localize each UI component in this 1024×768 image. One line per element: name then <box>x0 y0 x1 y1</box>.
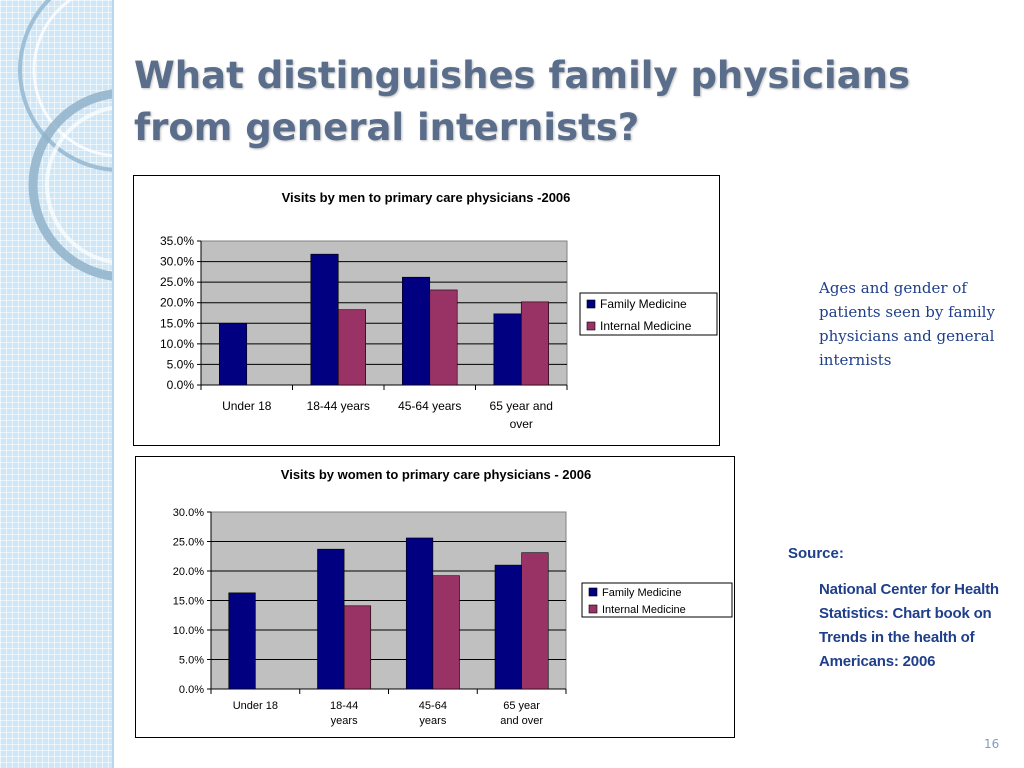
men-bar-family-medicine <box>219 322 248 386</box>
men-y-tick-label: 10.0% <box>160 337 194 351</box>
men-y-tick-label: 20.0% <box>160 296 194 310</box>
men-category-label: Under 18 <box>222 399 272 413</box>
women-y-tick-label: 15.0% <box>173 596 204 608</box>
women-legend-swatch <box>588 604 598 614</box>
women-bar-family-medicine <box>405 537 434 690</box>
women-chart-title: Visits by women to primary care physicia… <box>281 467 591 482</box>
women-y-tick-label: 25.0% <box>173 537 204 549</box>
decorative-ring-graphic <box>18 0 112 281</box>
women-bar-internal-medicine <box>521 552 549 690</box>
men-legend <box>579 292 718 336</box>
women-legend-swatch <box>588 587 598 597</box>
women-bar-family-medicine <box>317 548 345 690</box>
men-y-tick-label: 25.0% <box>160 275 194 289</box>
women-category-label: 45-64 <box>419 700 447 712</box>
men-y-tick-label: 35.0% <box>160 234 194 248</box>
women-visits-chart-svg: Visits by women to primary care physicia… <box>173 467 733 727</box>
men-y-tick-label: 5.0% <box>167 357 195 371</box>
women-legend-label: Family Medicine <box>602 587 681 599</box>
men-legend-swatch <box>586 299 596 309</box>
men-category-label: over <box>510 417 533 431</box>
men-category-label: 18-44 years <box>307 399 370 413</box>
side-band-edge <box>112 0 114 768</box>
women-category-label: years <box>419 715 446 727</box>
slide-title: What distinguishes family physicians fro… <box>134 54 911 149</box>
men-bar-family-medicine <box>401 276 431 386</box>
women-bar-internal-medicine <box>343 605 372 690</box>
women-category-label: 65 year <box>503 700 540 712</box>
women-category-label: 18-44 <box>330 700 358 712</box>
page-number: 16 <box>984 737 1000 751</box>
chart-description: Ages and gender of patients seen by fami… <box>819 279 995 369</box>
women-category-label: and over <box>500 715 543 727</box>
women-bar-family-medicine <box>494 564 522 690</box>
men-y-tick-label: 0.0% <box>167 378 195 392</box>
men-bar-internal-medicine <box>337 309 367 386</box>
women-bar-internal-medicine <box>432 575 460 690</box>
men-y-tick-label: 30.0% <box>160 255 194 269</box>
decorative-side-band <box>0 0 112 768</box>
women-category-label: Under 18 <box>233 700 278 712</box>
source-citation: National Center for Health Statistics: C… <box>819 581 999 670</box>
women-y-tick-label: 0.0% <box>179 684 204 696</box>
women-y-tick-label: 10.0% <box>173 625 204 637</box>
women-visits-chart: Visits by women to primary care physicia… <box>135 456 735 738</box>
women-category-label: years <box>331 715 358 727</box>
men-legend-label: Internal Medicine <box>600 319 692 333</box>
women-legend <box>581 582 733 618</box>
men-visits-chart: Visits by men to primary care physicians… <box>133 175 720 446</box>
men-category-label: 45-64 years <box>398 399 461 413</box>
men-legend-label: Family Medicine <box>600 297 687 311</box>
women-y-tick-label: 5.0% <box>179 655 204 667</box>
men-chart-title: Visits by men to primary care physicians… <box>282 190 571 205</box>
women-bar-family-medicine <box>228 592 256 690</box>
men-bar-internal-medicine <box>520 301 550 386</box>
men-category-label: 65 year and <box>490 399 553 413</box>
women-y-tick-label: 30.0% <box>173 507 204 519</box>
source-label: Source: <box>788 545 844 562</box>
women-y-tick-label: 20.0% <box>173 566 204 578</box>
women-legend-label: Internal Medicine <box>602 604 686 616</box>
men-visits-chart-svg: Visits by men to primary care physicians… <box>160 190 718 431</box>
men-y-tick-label: 15.0% <box>160 316 194 330</box>
men-bar-family-medicine <box>493 313 522 386</box>
men-bar-family-medicine <box>310 253 339 386</box>
men-legend-swatch <box>586 321 596 331</box>
men-bar-internal-medicine <box>429 289 458 386</box>
